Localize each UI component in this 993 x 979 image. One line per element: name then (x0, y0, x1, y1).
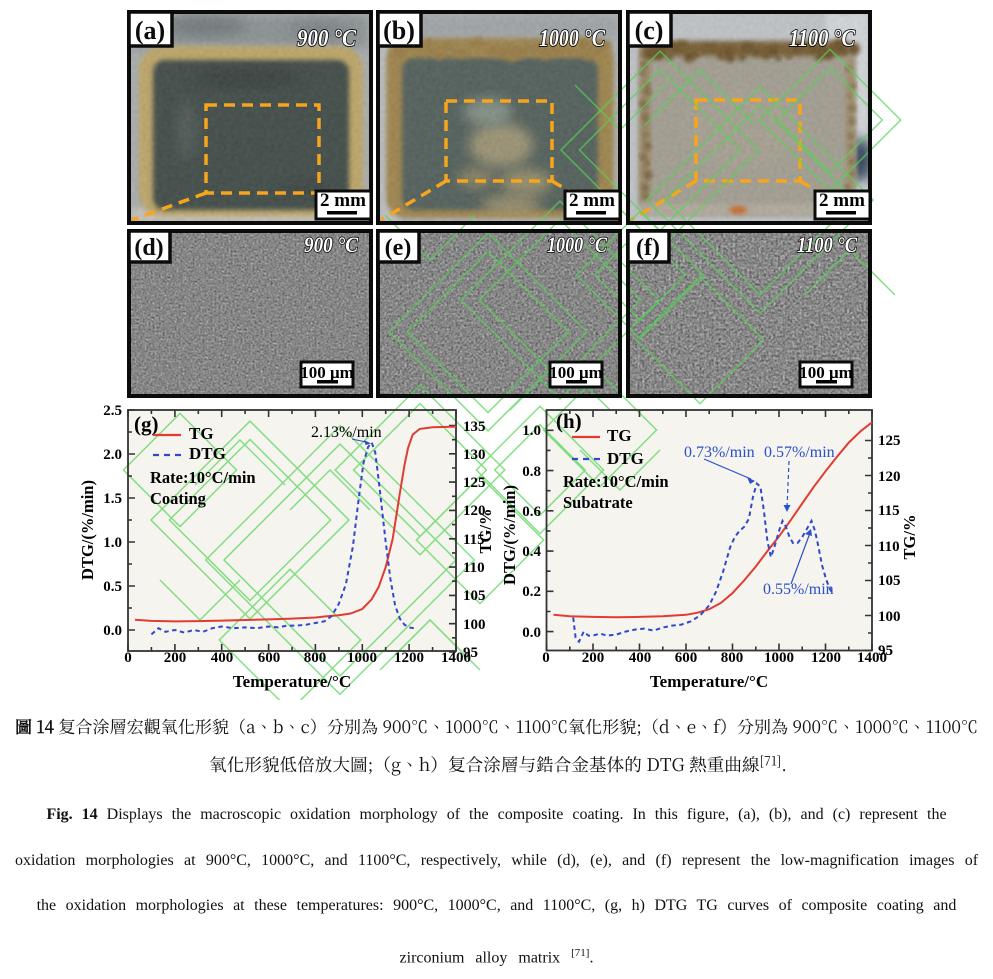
svg-text:DTG/(%/min): DTG/(%/min) (500, 485, 519, 585)
svg-text:Temperature/°C: Temperature/°C (650, 672, 768, 691)
svg-text:115: 115 (878, 503, 900, 519)
svg-text:1.0: 1.0 (522, 423, 541, 439)
svg-text:(e): (e) (385, 235, 412, 261)
svg-text:0.55%/min: 0.55%/min (763, 581, 834, 598)
svg-text:(g): (g) (134, 412, 159, 436)
svg-text:100: 100 (878, 609, 901, 625)
svg-text:600: 600 (258, 650, 281, 666)
svg-text:Coating: Coating (150, 489, 207, 508)
svg-text:800: 800 (304, 650, 327, 666)
svg-text:100: 100 (463, 617, 486, 633)
svg-text:DTG: DTG (189, 444, 226, 463)
svg-text:200: 200 (164, 650, 187, 666)
svg-text:2.0: 2.0 (103, 447, 122, 463)
svg-text:1100 °C: 1100 °C (789, 26, 856, 52)
svg-text:TG/%: TG/% (900, 515, 919, 560)
svg-text:135: 135 (463, 419, 486, 435)
svg-text:(d): (d) (134, 235, 163, 261)
svg-text:120: 120 (878, 469, 901, 485)
svg-text:(c): (c) (635, 16, 664, 45)
svg-text:0.73%/min: 0.73%/min (684, 444, 755, 461)
svg-text:2.5: 2.5 (103, 403, 122, 419)
svg-text:1100 °C: 1100 °C (797, 232, 857, 257)
svg-text:0.6: 0.6 (522, 504, 541, 520)
svg-text:100 μm: 100 μm (300, 363, 354, 382)
svg-text:1000 °C: 1000 °C (547, 232, 607, 257)
svg-text:0.8: 0.8 (522, 464, 541, 480)
svg-text:1.5: 1.5 (103, 491, 122, 507)
svg-text:400: 400 (629, 650, 652, 666)
svg-text:(a): (a) (135, 16, 165, 45)
svg-text:110: 110 (463, 560, 485, 576)
svg-text:800: 800 (721, 650, 744, 666)
svg-text:125: 125 (463, 475, 486, 491)
svg-text:400: 400 (211, 650, 234, 666)
svg-text:95: 95 (463, 645, 478, 661)
svg-text:1000: 1000 (764, 650, 794, 666)
svg-text:Rate:10°C/min: Rate:10°C/min (563, 472, 669, 491)
svg-text:TG: TG (607, 426, 632, 445)
svg-text:Temperature/°C: Temperature/°C (233, 672, 351, 691)
svg-text:1400: 1400 (857, 650, 887, 666)
svg-text:DTG: DTG (607, 449, 644, 468)
svg-text:1200: 1200 (394, 650, 424, 666)
svg-text:0.0: 0.0 (522, 625, 541, 641)
svg-text:130: 130 (463, 447, 486, 463)
svg-text:1200: 1200 (811, 650, 841, 666)
svg-text:2 mm: 2 mm (320, 190, 366, 211)
svg-text:900 °C: 900 °C (297, 26, 357, 52)
svg-text:105: 105 (463, 588, 486, 604)
svg-text:DTG/(%/min): DTG/(%/min) (78, 480, 97, 580)
svg-text:100 μm: 100 μm (799, 363, 853, 382)
svg-text:1000: 1000 (347, 650, 377, 666)
svg-text:120: 120 (463, 503, 486, 519)
svg-text:900 °C: 900 °C (304, 232, 358, 257)
svg-text:1400: 1400 (441, 650, 471, 666)
svg-text:TG/%: TG/% (476, 509, 495, 554)
svg-text:125: 125 (878, 433, 901, 449)
svg-text:95: 95 (878, 643, 893, 659)
svg-text:100 μm: 100 μm (549, 363, 603, 382)
svg-text:1.0: 1.0 (103, 535, 122, 551)
svg-text:1000 °C: 1000 °C (539, 26, 606, 52)
svg-text:(f): (f) (636, 235, 660, 261)
svg-text:600: 600 (675, 650, 698, 666)
svg-text:TG: TG (189, 424, 214, 443)
svg-text:0: 0 (124, 650, 132, 666)
svg-text:Subatrate: Subatrate (563, 493, 633, 512)
svg-text:2 mm: 2 mm (569, 190, 615, 211)
svg-text:(b): (b) (383, 16, 415, 45)
svg-text:2.13%/min: 2.13%/min (311, 424, 382, 441)
svg-text:0.4: 0.4 (522, 544, 541, 560)
svg-text:Rate:10°C/min: Rate:10°C/min (150, 468, 256, 487)
svg-text:115: 115 (463, 532, 485, 548)
svg-text:(h): (h) (556, 409, 582, 433)
svg-text:200: 200 (582, 650, 605, 666)
svg-text:0.5: 0.5 (103, 579, 122, 595)
svg-text:0.57%/min: 0.57%/min (764, 444, 835, 461)
svg-text:2 mm: 2 mm (819, 190, 865, 211)
svg-text:0.2: 0.2 (522, 584, 541, 600)
svg-text:110: 110 (878, 539, 900, 555)
svg-text:105: 105 (878, 573, 901, 589)
svg-text:0.0: 0.0 (103, 623, 122, 639)
svg-text:0: 0 (542, 650, 550, 666)
